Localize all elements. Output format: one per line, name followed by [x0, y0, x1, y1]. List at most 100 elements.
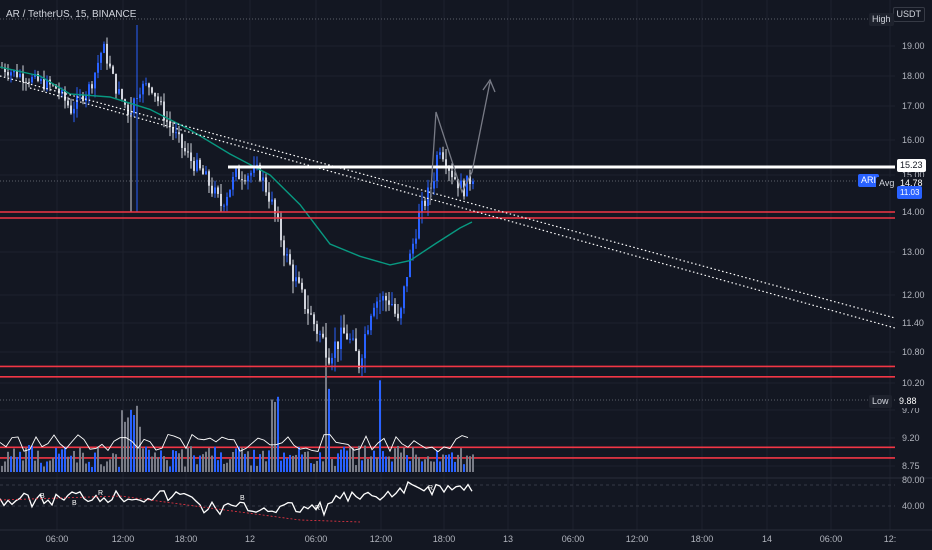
volume-bar: [289, 454, 291, 472]
volume-bar: [418, 457, 420, 472]
candle-body: [181, 134, 183, 148]
volume-bar: [121, 410, 123, 472]
volume-bar: [193, 455, 195, 472]
candle-body: [229, 189, 231, 197]
volume-bar: [319, 452, 321, 472]
volume-bar: [40, 462, 42, 472]
candle-body: [466, 175, 468, 197]
volume-bar: [343, 446, 345, 472]
volume-bar: [445, 454, 447, 472]
candle-body: [397, 313, 399, 319]
candle-body: [223, 205, 225, 207]
volume-bar: [358, 445, 360, 472]
volume-bar: [250, 465, 252, 472]
candle-body: [367, 330, 369, 335]
volume-bar: [397, 445, 399, 472]
trendline-upper: [0, 75, 896, 319]
candle-body: [73, 108, 75, 114]
time-tick-label: 18:00: [433, 534, 456, 544]
volume-bar: [412, 447, 414, 472]
volume-bar: [286, 458, 288, 472]
candle-body: [439, 152, 441, 155]
volume-bar: [25, 447, 27, 472]
candle-body: [160, 101, 162, 103]
volume-bar: [277, 396, 279, 472]
volume-bar: [313, 463, 315, 472]
candle-body: [379, 300, 381, 302]
volume-bar: [379, 380, 381, 472]
volume-bar: [118, 466, 120, 472]
volume-bar: [346, 450, 348, 472]
volume-bar: [436, 450, 438, 472]
candle-body: [382, 296, 384, 301]
volume-bar: [235, 448, 237, 472]
volume-bar: [409, 460, 411, 472]
candle-body: [43, 78, 45, 90]
volume-bar: [298, 446, 300, 472]
candle-body: [64, 90, 66, 101]
volume-bar: [232, 452, 234, 472]
time-tick-label: 12:00: [370, 534, 393, 544]
volume-bar: [442, 454, 444, 472]
candle-body: [349, 338, 351, 340]
symbol-title[interactable]: AR / TetherUS, 15, BINANCE: [6, 9, 137, 20]
candle-body: [157, 96, 159, 102]
volume-bar: [43, 466, 45, 472]
volume-bar: [430, 461, 432, 472]
candle-body: [253, 166, 255, 173]
candle-body: [355, 338, 357, 352]
candle-body: [22, 73, 24, 82]
volume-bar: [157, 457, 159, 472]
volume-bar: [352, 447, 354, 472]
candle-body: [55, 84, 57, 89]
volume-bar: [88, 461, 90, 472]
volume-bar: [259, 454, 261, 472]
candle-body: [271, 199, 273, 202]
candle-body: [265, 177, 267, 193]
candle-body: [142, 83, 144, 95]
volume-bar: [271, 399, 273, 472]
volume-bar: [1, 465, 3, 472]
price-tick-label: 16.00: [902, 135, 925, 145]
candle-body: [448, 167, 450, 171]
oscillator-signal-mark: B: [40, 493, 45, 500]
volume-bar: [166, 460, 168, 472]
volume-bar: [427, 456, 429, 472]
volume-bar: [454, 461, 456, 472]
volume-bar: [373, 450, 375, 472]
oscillator-signal-mark: R: [428, 485, 433, 492]
volume-bar: [238, 446, 240, 472]
candle-body: [58, 88, 60, 94]
candle-body: [373, 307, 375, 316]
candle-body: [61, 90, 63, 94]
volume-bar: [376, 457, 378, 472]
candle-body: [469, 175, 471, 184]
candle-body: [205, 171, 207, 175]
volume-bar: [424, 459, 426, 472]
candle-body: [76, 95, 78, 109]
oscillator-signal-mark: B: [240, 495, 245, 502]
volume-bar: [400, 452, 402, 472]
volume-bar: [370, 456, 372, 472]
volume-bar: [52, 457, 54, 472]
ari-tag: ARI: [858, 174, 880, 187]
price-tick-label: 10.20: [902, 378, 925, 388]
volume-bar: [283, 452, 285, 472]
volume-bar: [244, 453, 246, 472]
candle-body: [313, 314, 315, 325]
candle-body: [247, 175, 249, 182]
candle-body: [115, 73, 117, 94]
volume-bar: [79, 447, 81, 472]
volume-bar: [124, 421, 126, 472]
candle-body: [352, 338, 354, 340]
candle-body: [292, 264, 294, 282]
candle-body: [268, 192, 270, 202]
volume-bar: [70, 455, 72, 472]
volume-bar: [139, 426, 141, 472]
candle-body: [412, 243, 414, 254]
candle-body: [259, 164, 261, 181]
candle-body: [4, 67, 6, 73]
candle-body: [10, 72, 12, 76]
currency-label[interactable]: USDT: [892, 7, 925, 22]
